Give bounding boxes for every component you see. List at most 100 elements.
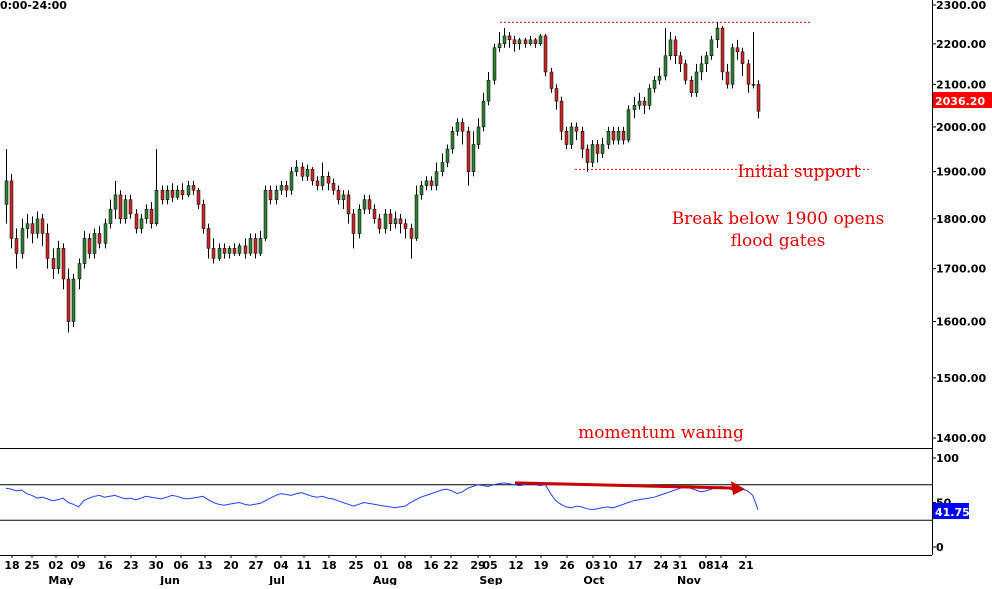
candle-body bbox=[393, 218, 398, 224]
candle-body bbox=[663, 55, 668, 77]
candle-body bbox=[87, 238, 92, 254]
candle-body bbox=[97, 233, 102, 244]
candle bbox=[642, 96, 647, 114]
candle-body bbox=[735, 47, 740, 52]
candle-body bbox=[77, 263, 82, 280]
candle-body bbox=[689, 79, 694, 93]
candle bbox=[196, 187, 201, 210]
candle-body bbox=[528, 39, 533, 45]
candle bbox=[564, 126, 569, 149]
candle-body bbox=[289, 171, 294, 191]
candle bbox=[4, 148, 9, 224]
candle-body bbox=[4, 180, 9, 205]
candle bbox=[211, 238, 216, 264]
candle-body bbox=[279, 185, 284, 191]
annotation-initial-support: Initial support bbox=[738, 162, 861, 182]
time-range-label: 0:00-24:00 bbox=[0, 0, 67, 12]
candle bbox=[455, 118, 460, 136]
candle-body bbox=[372, 208, 377, 220]
candle-body bbox=[699, 63, 704, 73]
candle-body bbox=[45, 233, 50, 259]
candle-body bbox=[237, 245, 242, 254]
candle bbox=[222, 243, 227, 259]
candle bbox=[388, 209, 393, 231]
candle bbox=[689, 76, 694, 97]
candle bbox=[507, 31, 512, 48]
candle-body bbox=[294, 166, 299, 172]
candle bbox=[14, 228, 19, 269]
date-tick-label: 03 bbox=[585, 559, 600, 572]
candle-body bbox=[128, 199, 133, 215]
candle bbox=[668, 31, 673, 60]
candle bbox=[611, 126, 616, 145]
price-axis: 2300.00 2200.00 2100.00 2000.00 1900.00 1800.… bbox=[932, 0, 986, 445]
date-tick-label: 24 bbox=[653, 559, 669, 572]
date-tick-label: 17 bbox=[627, 559, 642, 572]
candle bbox=[652, 76, 657, 93]
candle-body bbox=[20, 228, 25, 254]
month-label: Jun bbox=[159, 574, 180, 585]
candle-body bbox=[227, 248, 232, 254]
candle bbox=[715, 22, 720, 48]
candle-body bbox=[668, 39, 673, 56]
date-tick-label: 18 bbox=[321, 559, 336, 572]
candle-body bbox=[756, 84, 761, 112]
date-tick-label: 19 bbox=[533, 559, 548, 572]
candle bbox=[647, 84, 652, 110]
candle bbox=[108, 199, 113, 229]
candle-body bbox=[331, 182, 336, 191]
candle-body bbox=[486, 79, 491, 102]
candle bbox=[492, 43, 497, 85]
candle-body bbox=[144, 208, 149, 220]
candle bbox=[227, 245, 232, 259]
candle bbox=[258, 230, 263, 256]
candle-body bbox=[315, 180, 320, 186]
candle bbox=[637, 92, 642, 110]
candle bbox=[82, 230, 87, 269]
candle bbox=[139, 213, 144, 234]
momentum-arrow-shaft bbox=[514, 481, 736, 490]
momentum-arrow-head bbox=[731, 481, 745, 496]
candle-body bbox=[191, 185, 196, 191]
candle-body bbox=[590, 144, 595, 163]
candle-body bbox=[595, 144, 600, 154]
candle-body bbox=[450, 131, 455, 150]
candle bbox=[466, 126, 471, 186]
candle bbox=[248, 233, 253, 256]
candle bbox=[434, 162, 439, 191]
candle bbox=[351, 209, 356, 249]
candle-body bbox=[351, 213, 356, 234]
candle bbox=[118, 190, 123, 224]
candle bbox=[512, 35, 517, 52]
momentum-panel bbox=[0, 481, 932, 521]
candle bbox=[673, 35, 678, 64]
month-label: Sep bbox=[479, 574, 502, 585]
price-tick-label: 1500.00 bbox=[936, 372, 986, 385]
candle-body bbox=[217, 248, 222, 259]
candle bbox=[621, 126, 626, 145]
candle-body bbox=[626, 109, 631, 141]
candle bbox=[450, 126, 455, 154]
date-tick-label: 30 bbox=[148, 559, 164, 572]
candle bbox=[445, 144, 450, 168]
candle-body bbox=[621, 131, 626, 141]
candle bbox=[128, 194, 133, 219]
candle-body bbox=[704, 55, 709, 65]
candle-body bbox=[56, 248, 61, 269]
candle bbox=[756, 80, 761, 119]
candle-body bbox=[92, 233, 97, 254]
date-tick-label: 12 bbox=[508, 559, 523, 572]
candle-body bbox=[476, 126, 481, 145]
candle-body bbox=[362, 199, 367, 210]
candle-body bbox=[248, 238, 253, 254]
candle bbox=[268, 185, 273, 205]
candle-body bbox=[30, 223, 35, 234]
candle bbox=[709, 35, 714, 60]
price-candles bbox=[4, 22, 761, 333]
candle-body bbox=[66, 278, 71, 322]
candle bbox=[206, 223, 211, 259]
candle bbox=[191, 180, 196, 195]
candle-body bbox=[523, 39, 528, 45]
candle bbox=[580, 126, 585, 158]
candle bbox=[310, 167, 315, 186]
